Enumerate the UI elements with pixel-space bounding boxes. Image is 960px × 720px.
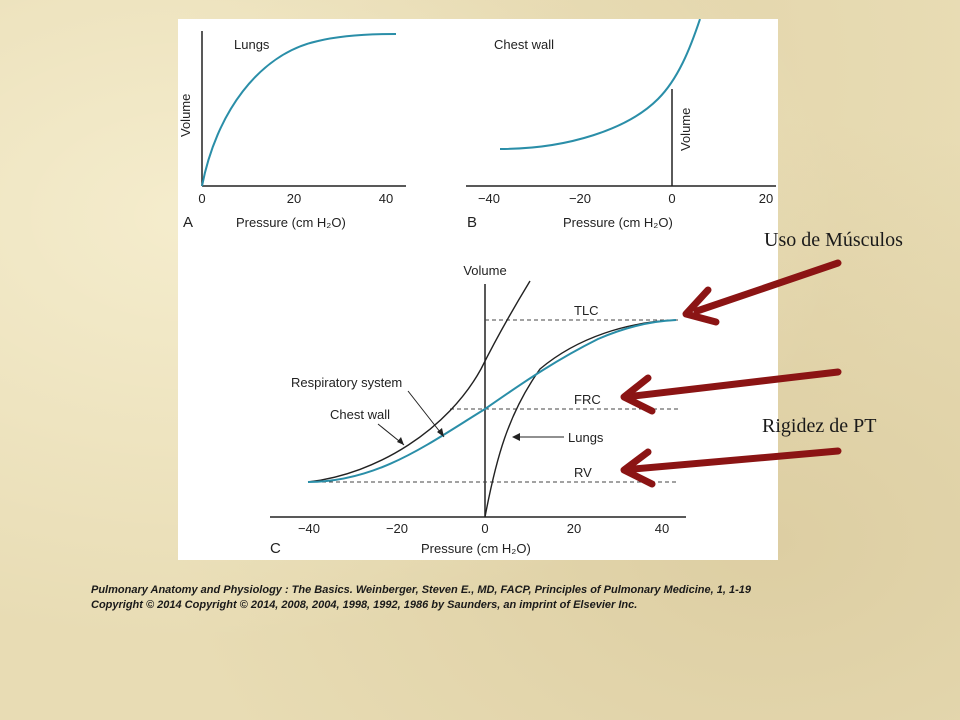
panel-c-lung-curve (484, 319, 677, 518)
respiratory-system-pointer (407, 390, 445, 438)
arrow-frc (620, 368, 842, 415)
panel-c-x-label: Pressure (cm H₂O) (421, 541, 531, 556)
figure-svg: Lungs Volume 0 20 40 A Pressure (cm H₂O)… (178, 19, 776, 557)
panel-a-letter: A (183, 214, 193, 231)
citation: Pulmonary Anatomy and Physiology : The B… (91, 583, 911, 613)
chest-wall-pointer-head (397, 437, 404, 445)
panel-b-letter: B (467, 214, 477, 231)
respiratory-system-label: Respiratory system (291, 375, 402, 390)
panel-c-tick-0: 0 (481, 521, 488, 536)
lungs-label: Lungs (568, 430, 604, 445)
panel-a-tick-40: 40 (379, 191, 393, 206)
panel-c-tick-20: 20 (567, 521, 581, 536)
rv-label: RV (574, 465, 592, 480)
panel-b: Chest wall Volume −40 −20 0 20 B Pressur… (466, 19, 776, 231)
panel-c-tick-40: 40 (655, 521, 669, 536)
panel-b-tick-20: 20 (759, 191, 773, 206)
lungs-pointer-head (512, 433, 520, 441)
panel-b-y-label: Volume (678, 108, 693, 151)
panel-a-curve-label: Lungs (234, 37, 270, 52)
panel-a-y-label: Volume (178, 94, 193, 137)
citation-line-1: Pulmonary Anatomy and Physiology : The B… (91, 584, 751, 596)
panel-c-chest-wall-curve (307, 280, 531, 483)
arrow-rv (620, 447, 842, 488)
panel-c: Volume TLC FRC RV Respiratory system Che… (270, 263, 686, 557)
chest-wall-label: Chest wall (330, 407, 390, 422)
panel-a: Lungs Volume 0 20 40 A Pressure (cm H₂O) (178, 31, 406, 231)
annotation-uso-de-musculos: Uso de Músculos (764, 229, 903, 251)
panel-b-curve-label: Chest wall (494, 37, 554, 52)
panel-b-x-label: Pressure (cm H₂O) (563, 215, 673, 230)
panel-c-tick-m20: −20 (386, 521, 408, 536)
respiratory-system-pointer-head (437, 428, 444, 437)
frc-label: FRC (574, 392, 601, 407)
panel-a-x-label: Pressure (cm H₂O) (236, 215, 346, 230)
panel-c-y-label: Volume (463, 263, 506, 278)
panel-a-tick-20: 20 (287, 191, 301, 206)
panel-b-tick-m40: −40 (478, 191, 500, 206)
pressure-volume-figure: Lungs Volume 0 20 40 A Pressure (cm H₂O)… (178, 19, 778, 560)
tlc-label: TLC (574, 303, 599, 318)
panel-c-tick-m40: −40 (298, 521, 320, 536)
panel-c-respiratory-system-curve (307, 319, 677, 483)
panel-a-tick-0: 0 (198, 191, 205, 206)
panel-b-tick-0: 0 (668, 191, 675, 206)
panel-c-letter: C (270, 540, 281, 557)
panel-b-tick-m20: −20 (569, 191, 591, 206)
arrow-tlc (682, 259, 842, 326)
panel-b-chest-wall-curve (499, 19, 701, 150)
citation-line-2: Copyright © 2014 Copyright © 2014, 2008,… (91, 599, 638, 611)
panel-a-lung-curve (201, 33, 397, 187)
annotation-rigidez-de-pt: Rigidez de PT (762, 415, 877, 437)
